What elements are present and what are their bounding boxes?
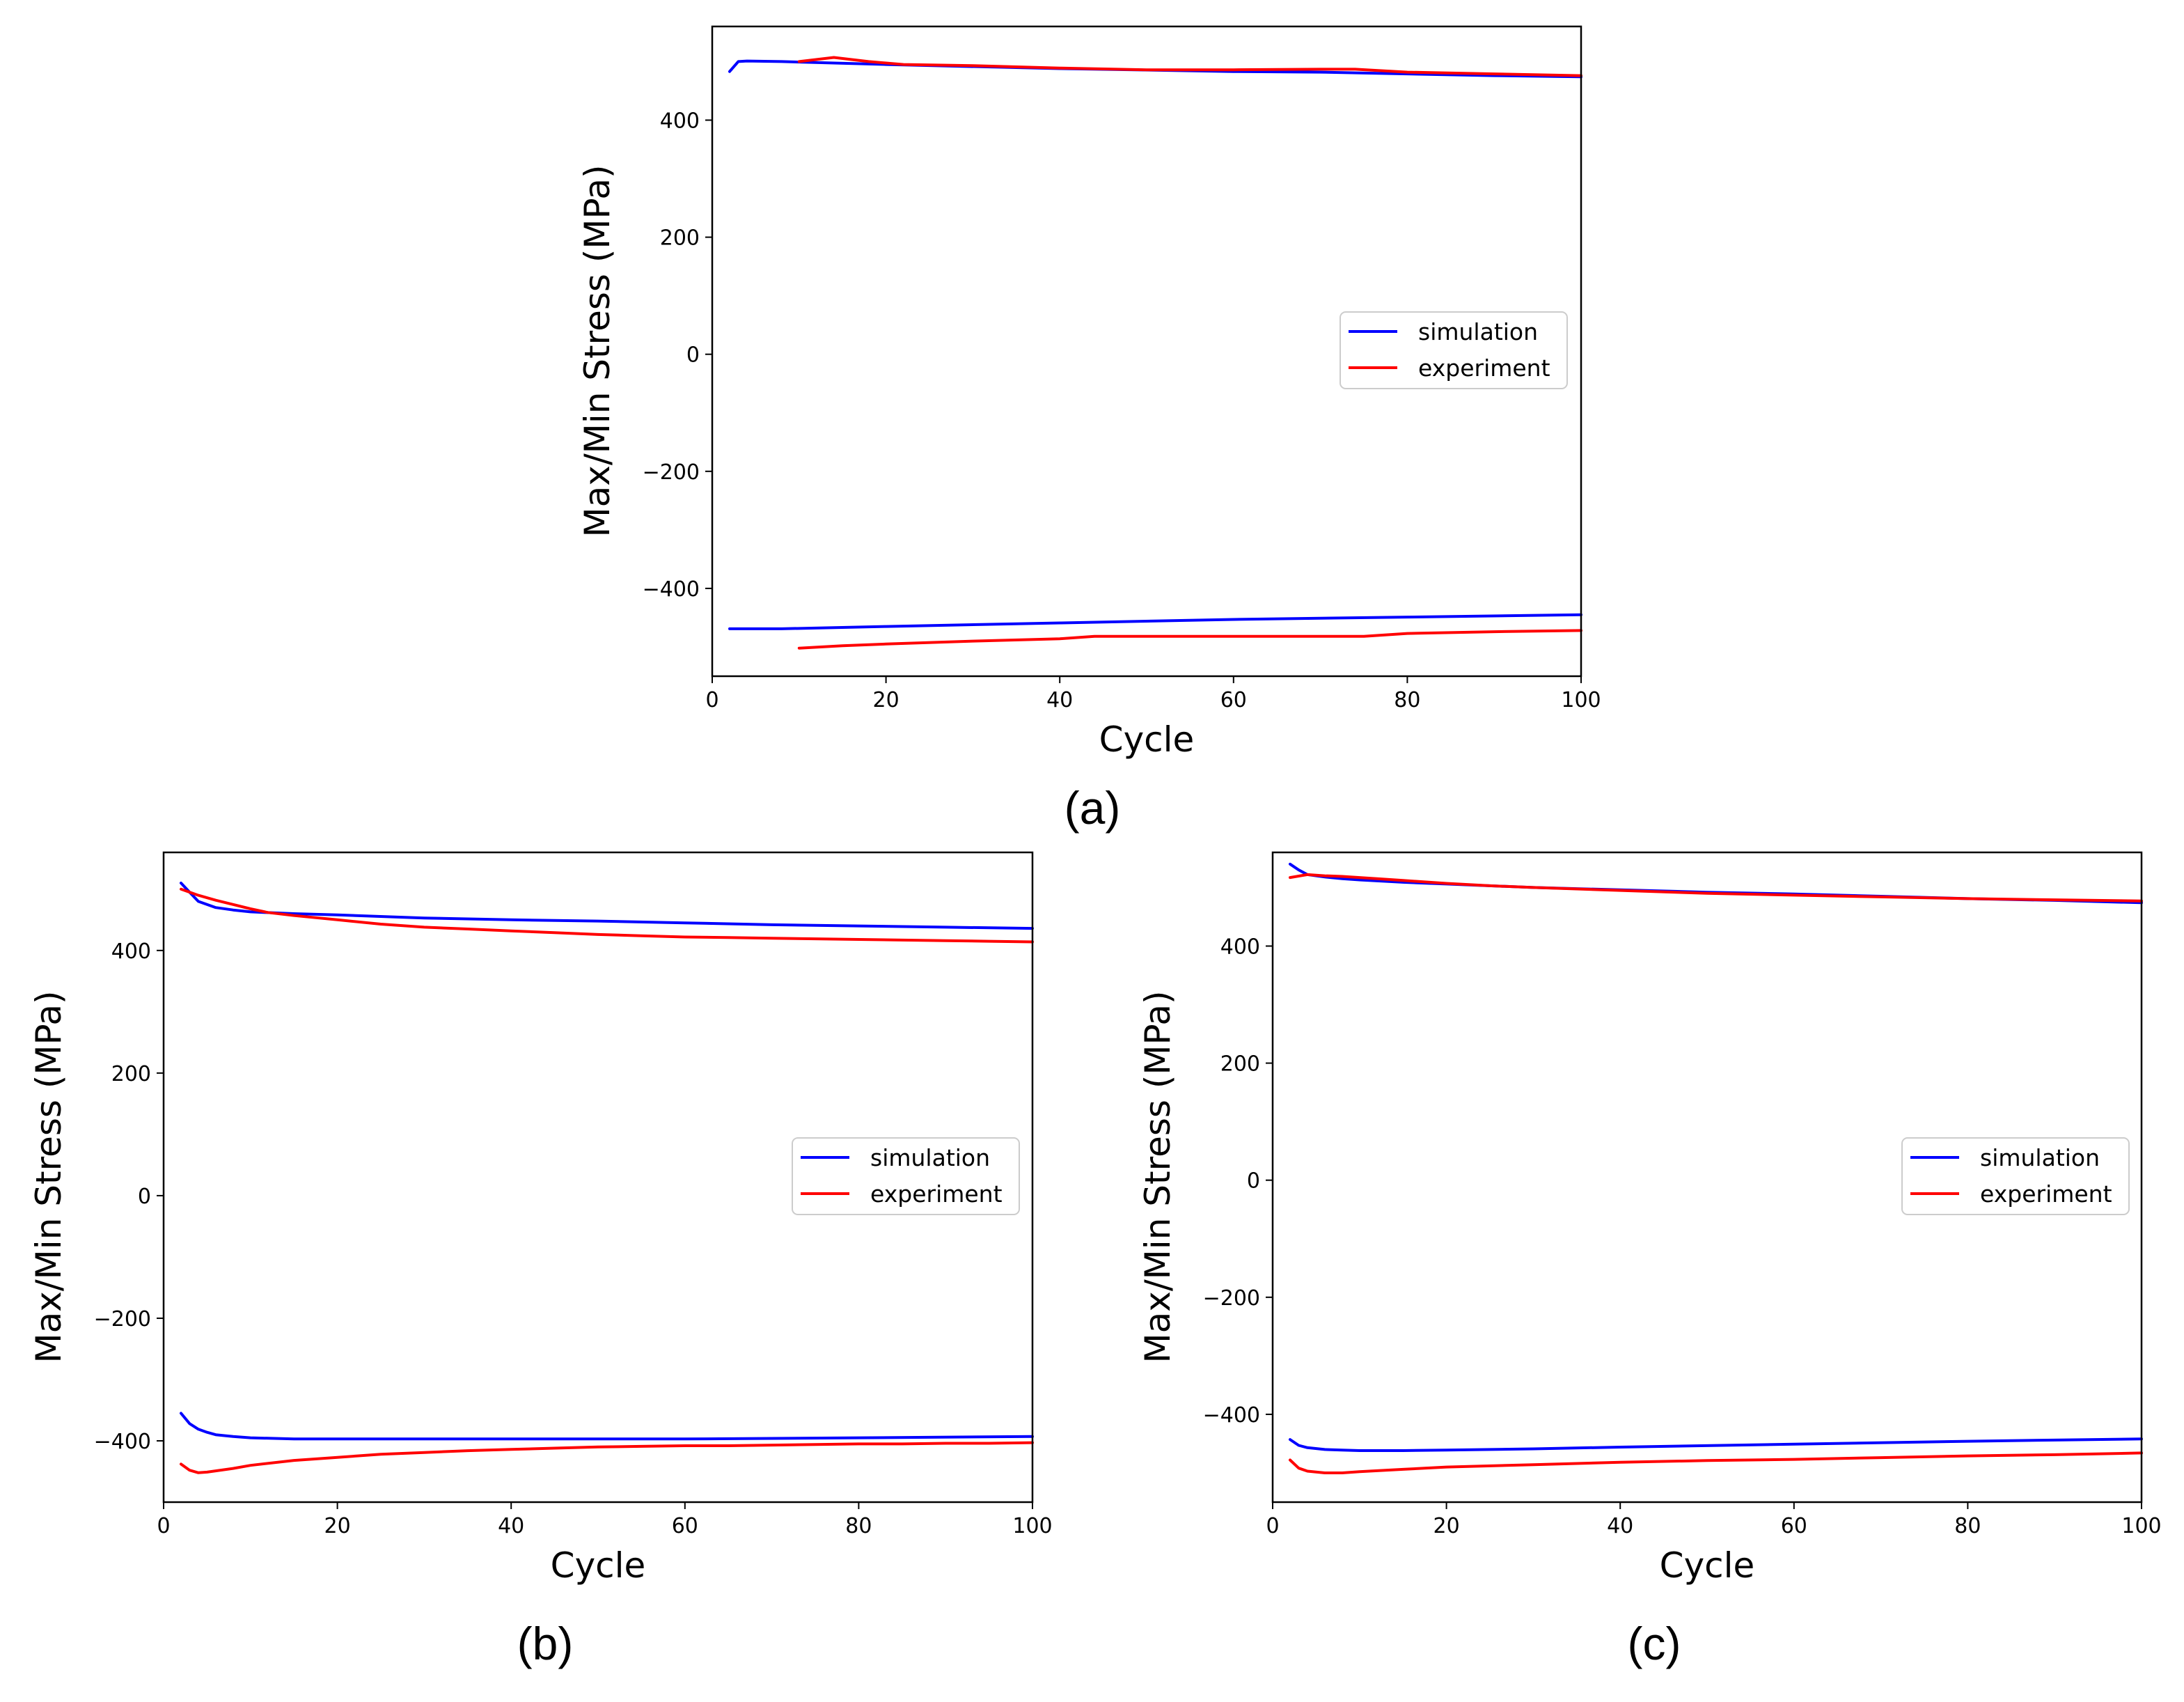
panel-a-experiment-line-1 <box>797 56 1582 77</box>
panel-b-x-tick-label: 80 <box>845 1514 872 1538</box>
panel-c-experiment-line-3 <box>1289 1451 2143 1474</box>
panel-c-y-tick-label: 200 <box>1220 1052 1260 1077</box>
panel-b-y-tick-label: 200 <box>111 1062 151 1086</box>
panel-b-x-tick-label: 20 <box>324 1514 351 1538</box>
panel-c-y-axis-label: Max/Min Stress (MPa) <box>1138 990 1178 1363</box>
panel-b-simulation-line-0 <box>180 882 1034 930</box>
panel-c-simulation-line-2 <box>1289 1437 2143 1452</box>
panel-c-x-tick-label: 100 <box>2121 1514 2161 1538</box>
panel-a-chart: Cycle Max/Min Stress (MPa) (a) simulatio… <box>577 25 1601 834</box>
panel-a-x-tick-label: 100 <box>1561 688 1601 712</box>
panel-a-legend-simulation-label: simulation <box>1418 318 1538 345</box>
panel-c-legend-experiment-label: experiment <box>1980 1180 2112 1208</box>
panel-a-x-tick-label: 80 <box>1394 688 1420 712</box>
panel-a-y-tick-label: 0 <box>686 343 700 368</box>
panel-c-experiment-line-1 <box>1289 873 2143 903</box>
panel-b-x-tick-label: 60 <box>672 1514 698 1538</box>
panel-b-y-tick-label: 400 <box>111 939 151 964</box>
panel-b-plot-area <box>180 882 1034 1474</box>
panel-a-x-tick-label: 60 <box>1220 688 1247 712</box>
panel-b-legend: simulation experiment <box>792 1137 1020 1215</box>
panel-a-x-tick-label: 40 <box>1046 688 1073 712</box>
panel-a-y-tick-label: 400 <box>660 109 700 133</box>
panel-a-axes-frame <box>711 25 1582 678</box>
panel-a-plot-area <box>728 56 1582 650</box>
panel-b-chart: Cycle Max/Min Stress (MPa) (b) simulatio… <box>29 851 1053 1669</box>
panel-b-legend-experiment-label: experiment <box>870 1180 1003 1208</box>
panel-c-plot-area <box>1289 862 2143 1474</box>
panel-a-y-tick-label: −200 <box>643 460 700 485</box>
panel-b-experiment-line-1 <box>180 887 1034 944</box>
panel-c-x-tick-label: 40 <box>1607 1514 1633 1538</box>
panel-a-simulation-line-2 <box>728 613 1582 630</box>
panel-b-y-axis-label: Max/Min Stress (MPa) <box>29 990 69 1363</box>
panel-c-caption: (c) <box>1628 1618 1681 1669</box>
panel-c-legend-simulation-label: simulation <box>1980 1144 2100 1171</box>
panel-a-legend: simulation experiment <box>1340 311 1568 389</box>
panel-a-caption: (a) <box>1064 782 1121 834</box>
panel-b-legend-simulation-label: simulation <box>870 1144 990 1171</box>
panel-c-y-tick-label: −200 <box>1203 1286 1260 1311</box>
panel-a-experiment-line-3 <box>797 629 1582 650</box>
panel-b-x-tick-label: 40 <box>498 1514 524 1538</box>
panel-b-y-tick-label: −200 <box>94 1307 151 1332</box>
panel-c-x-tick-label: 20 <box>1433 1514 1460 1538</box>
panel-b-experiment-line-3 <box>180 1441 1034 1474</box>
panel-b-x-axis-label: Cycle <box>551 1545 646 1586</box>
panel-a-y-axis-label: Max/Min Stress (MPa) <box>577 164 618 537</box>
panel-b-caption: (b) <box>517 1618 574 1669</box>
panel-c-y-tick-label: 0 <box>1247 1169 1260 1194</box>
panel-b-simulation-line-2 <box>180 1412 1034 1441</box>
panel-c-y-tick-label: 400 <box>1220 935 1260 959</box>
panel-b-y-tick-label: 0 <box>138 1185 151 1209</box>
panel-a-x-axis-label: Cycle <box>1099 719 1195 760</box>
panel-b-y-tick-label: −400 <box>94 1430 151 1454</box>
panel-b-x-tick-label: 100 <box>1012 1514 1052 1538</box>
panel-c-x-tick-label: 60 <box>1781 1514 1807 1538</box>
panel-c-axes-frame <box>1271 851 2143 1504</box>
panel-c-x-tick-label: 0 <box>1266 1514 1279 1538</box>
panel-c-x-axis-label: Cycle <box>1660 1545 1755 1586</box>
panel-b-x-tick-label: 0 <box>157 1514 170 1538</box>
panel-a-y-tick-label: −400 <box>643 577 700 602</box>
panel-c-legend: simulation experiment <box>1901 1137 2130 1215</box>
panel-c-y-tick-label: −400 <box>1203 1403 1260 1428</box>
panel-c-x-tick-label: 80 <box>1954 1514 1981 1538</box>
panel-a-legend-experiment-label: experiment <box>1418 354 1550 382</box>
panel-b-axes-frame <box>162 851 1034 1504</box>
panel-a-x-tick-label: 20 <box>873 688 899 712</box>
panel-a-y-tick-label: 200 <box>660 226 700 251</box>
panel-a-x-tick-label: 0 <box>705 688 718 712</box>
panel-c-chart: Cycle Max/Min Stress (MPa) (c) simulatio… <box>1138 851 2162 1669</box>
